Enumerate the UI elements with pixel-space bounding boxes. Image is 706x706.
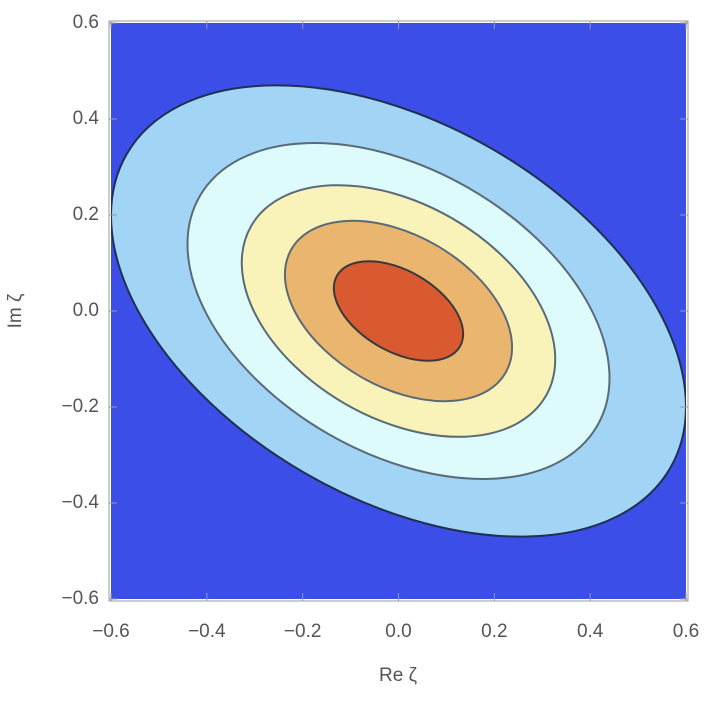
y-tick-label: 0.2 bbox=[73, 204, 99, 225]
x-tick-label: 0.2 bbox=[481, 621, 507, 642]
plot-area bbox=[111, 23, 686, 599]
y-tick-label: 0.0 bbox=[73, 300, 99, 321]
x-tick-label: −0.4 bbox=[188, 621, 226, 642]
y-tick-label: −0.2 bbox=[61, 396, 99, 417]
x-tick-label: 0.0 bbox=[385, 621, 411, 642]
y-tick-label: −0.6 bbox=[61, 588, 99, 609]
x-tick-label: 0.6 bbox=[673, 621, 699, 642]
x-tick-label: −0.6 bbox=[92, 621, 130, 642]
y-tick-label: −0.4 bbox=[61, 492, 99, 513]
y-tick-label: 0.4 bbox=[73, 108, 100, 129]
x-tick-label: −0.2 bbox=[284, 621, 322, 642]
x-tick-label: 0.4 bbox=[577, 621, 604, 642]
y-axis-label: Im ζ bbox=[5, 293, 26, 328]
x-axis-label: Re ζ bbox=[379, 665, 418, 686]
y-tick-label: 0.6 bbox=[73, 12, 99, 33]
contour-region bbox=[332, 260, 465, 362]
